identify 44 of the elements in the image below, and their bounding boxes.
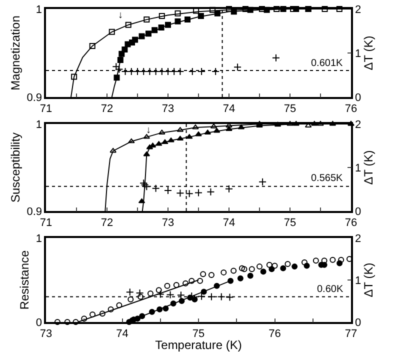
x-tick-label: 75 xyxy=(192,328,205,340)
y2-tick-label: 1 xyxy=(354,274,362,287)
y2-axis-title: ΔT (K) xyxy=(361,36,376,70)
y-axis-title: Susceptibility xyxy=(8,132,23,203)
x-tick-label: 74 xyxy=(222,216,236,229)
x-tick-label: 73 xyxy=(40,328,52,340)
y-tick-label: 0.9 xyxy=(26,206,42,218)
x-tick-label: 76 xyxy=(268,328,281,340)
y-axis-title: Resistance xyxy=(18,250,32,310)
x-tick-label: 74 xyxy=(116,328,128,340)
annotation: ↓ xyxy=(146,125,151,136)
x-tick-label: 74 xyxy=(222,102,236,115)
y2-tick-label: 2 xyxy=(354,118,362,131)
y2-tick-label: 1 xyxy=(354,162,362,174)
x-tick-label: 73 xyxy=(162,216,174,229)
y-tick-label: 1 xyxy=(36,4,42,16)
y2-tick-label: 0 xyxy=(354,316,362,329)
x-tick-label: 72 xyxy=(100,216,114,229)
y-tick-label: 0.9 xyxy=(26,92,42,104)
x-tick-label: 76 xyxy=(344,102,358,115)
y2-tick-label: 0 xyxy=(354,206,362,218)
y2-axis-title: ΔT (K) xyxy=(361,262,376,298)
y-tick-label: 0 xyxy=(36,316,42,329)
x-tick-label: 71 xyxy=(40,216,52,229)
x-tick-label: 77 xyxy=(344,328,358,340)
y-tick-label: 1 xyxy=(36,232,42,245)
y2-tick-label: 0 xyxy=(354,92,362,104)
x-axis-title: Temperature (K) xyxy=(155,338,242,352)
ref-line-label: 0.60K xyxy=(317,284,344,295)
y-axis-title: Magnetization xyxy=(8,16,23,90)
ref-line-label: 0.601K xyxy=(311,58,344,69)
y2-axis-title: ΔT (K) xyxy=(361,150,376,185)
x-tick-label: 71 xyxy=(40,102,52,115)
y-tick-label: 1 xyxy=(36,118,42,131)
x-tick-label: 72 xyxy=(100,102,114,115)
y2-tick-label: 2 xyxy=(354,232,362,245)
y2-tick-label: 2 xyxy=(354,4,362,16)
y2-tick-label: 1 xyxy=(354,48,362,60)
x-tick-label: 73 xyxy=(162,102,174,115)
x-tick-label: 75 xyxy=(284,102,296,115)
ref-line-label: 0.565K xyxy=(311,173,344,184)
annotation: ↓ xyxy=(118,10,123,21)
x-tick-label: 76 xyxy=(344,216,358,229)
x-tick-label: 75 xyxy=(284,216,296,229)
